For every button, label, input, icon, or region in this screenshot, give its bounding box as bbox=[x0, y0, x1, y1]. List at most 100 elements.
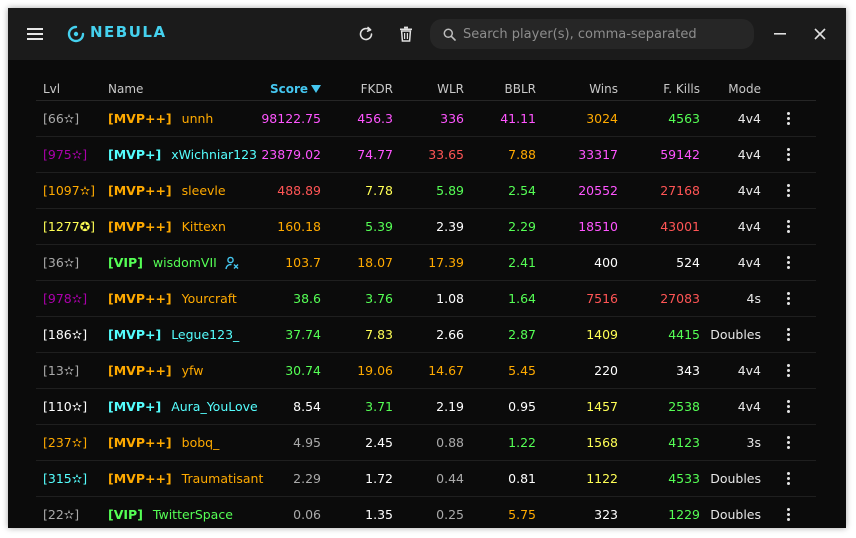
level-cell: [1277✪] bbox=[43, 219, 96, 234]
player-search-box[interactable] bbox=[430, 19, 754, 49]
fkdr-cell: 3.71 bbox=[365, 399, 393, 414]
rank-tag: [MVP++] bbox=[108, 219, 172, 234]
table-row[interactable]: [110✫] [MVP+] Aura_YouLove 8.54 3.71 2.19 0.95… bbox=[36, 389, 816, 425]
table-row[interactable]: [186✫] [MVP+] Legue123_ 37.74 7.83 2.66 2.87 14… bbox=[36, 317, 816, 353]
more-options-icon[interactable] bbox=[779, 137, 797, 172]
hamburger-menu-icon[interactable] bbox=[26, 25, 44, 43]
column-header-final-kills[interactable]: F. Kills bbox=[663, 82, 700, 96]
final-kills-cell: 524 bbox=[676, 255, 700, 270]
bblr-cell: 2.29 bbox=[508, 219, 536, 234]
more-options-icon[interactable] bbox=[779, 245, 797, 280]
table-row[interactable]: [13✫] [MVP++] yfw 30.74 19.06 14.67 5.45 220 343… bbox=[36, 353, 816, 389]
final-kills-cell: 2538 bbox=[668, 399, 700, 414]
wins-cell: 33317 bbox=[578, 147, 618, 162]
wlr-cell: 0.44 bbox=[436, 471, 464, 486]
table-row[interactable]: [66✫] [MVP++] unnh 98122.75 456.3 336 41.11 302… bbox=[36, 101, 816, 137]
wins-cell: 20552 bbox=[578, 183, 618, 198]
mode-cell: 4v4 bbox=[737, 255, 761, 270]
bblr-cell: 1.22 bbox=[508, 435, 536, 450]
mode-cell: 4v4 bbox=[737, 111, 761, 126]
score-cell: 8.54 bbox=[293, 399, 321, 414]
more-options-icon[interactable] bbox=[779, 461, 797, 496]
player-name-cell[interactable]: [MVP++] Yourcraft bbox=[108, 281, 237, 316]
player-name-cell[interactable]: [MVP++] sleevle bbox=[108, 173, 226, 208]
table-row[interactable]: [315✫] [MVP++] Traumatisant 2.29 1.72 0.44 0.8… bbox=[36, 461, 816, 497]
search-input[interactable] bbox=[463, 19, 747, 49]
app-window: NEBULA Lvl Name Score FKDR WLR BBLR bbox=[8, 8, 846, 528]
player-name-cell[interactable]: [MVP+] Legue123_ bbox=[108, 317, 239, 352]
rank-tag: [MVP++] bbox=[108, 183, 172, 198]
player-name-cell[interactable]: [MVP++] unnh bbox=[108, 101, 213, 136]
fkdr-cell: 19.06 bbox=[357, 363, 393, 378]
wlr-cell: 2.19 bbox=[436, 399, 464, 414]
more-options-icon[interactable] bbox=[779, 209, 797, 244]
player-name: TwitterSpace bbox=[152, 507, 233, 522]
level-cell: [1097✫] bbox=[43, 183, 96, 198]
rank-tag: [MVP+] bbox=[108, 399, 162, 414]
mode-cell: 4v4 bbox=[737, 147, 761, 162]
player-name: unnh bbox=[181, 111, 214, 126]
bblr-cell: 0.81 bbox=[508, 471, 536, 486]
table-row[interactable]: [237✫] [MVP++] bobq_ 4.95 2.45 0.88 1.22 1568 41… bbox=[36, 425, 816, 461]
column-header-wins[interactable]: Wins bbox=[589, 82, 618, 96]
player-name-cell[interactable]: [MVP++] Traumatisant bbox=[108, 461, 263, 496]
bblr-cell: 2.87 bbox=[508, 327, 536, 342]
refresh-icon[interactable] bbox=[356, 24, 376, 44]
column-header-fkdr[interactable]: FKDR bbox=[360, 82, 393, 96]
player-name-cell[interactable]: [MVP++] Kittexn bbox=[108, 209, 226, 244]
bblr-cell: 5.75 bbox=[508, 507, 536, 522]
more-options-icon[interactable] bbox=[779, 389, 797, 424]
more-options-icon[interactable] bbox=[779, 425, 797, 460]
search-icon bbox=[441, 26, 457, 42]
column-header-score[interactable]: Score bbox=[270, 78, 321, 100]
mode-cell: 4v4 bbox=[737, 399, 761, 414]
more-options-icon[interactable] bbox=[779, 101, 797, 136]
wlr-cell: 2.39 bbox=[436, 219, 464, 234]
bblr-cell: 41.11 bbox=[500, 111, 536, 126]
player-name-cell[interactable]: [MVP+] Aura_YouLove bbox=[108, 389, 258, 424]
player-name-cell[interactable]: [VIP] TwitterSpace bbox=[108, 497, 233, 528]
table-row[interactable]: [22✫] [VIP] TwitterSpace 0.06 1.35 0.25 5.75 32… bbox=[36, 497, 816, 528]
close-icon[interactable] bbox=[810, 24, 830, 44]
fkdr-cell: 18.07 bbox=[357, 255, 393, 270]
player-name-cell[interactable]: [MVP++] yfw bbox=[108, 353, 203, 388]
level-cell: [978✫] bbox=[43, 291, 88, 306]
bblr-cell: 5.45 bbox=[508, 363, 536, 378]
column-header-bblr[interactable]: BBLR bbox=[504, 82, 537, 96]
fkdr-cell: 3.76 bbox=[365, 291, 393, 306]
level-cell: [315✫] bbox=[43, 471, 88, 486]
fkdr-cell: 2.45 bbox=[365, 435, 393, 450]
player-name-cell[interactable]: [VIP] wisdomVII bbox=[108, 245, 239, 280]
player-name: Traumatisant bbox=[181, 471, 264, 486]
rank-tag: [MVP++] bbox=[108, 435, 172, 450]
more-options-icon[interactable] bbox=[779, 353, 797, 388]
trash-icon[interactable] bbox=[396, 24, 416, 44]
more-options-icon[interactable] bbox=[779, 281, 797, 316]
player-name: bobq_ bbox=[181, 435, 220, 450]
more-options-icon[interactable] bbox=[779, 173, 797, 208]
wins-cell: 18510 bbox=[578, 219, 618, 234]
player-name-cell[interactable]: [MVP++] bobq_ bbox=[108, 425, 219, 460]
more-options-icon[interactable] bbox=[779, 317, 797, 352]
table-row[interactable]: [36✫] [VIP] wisdomVII 103.7 18.07 17.39 2.41 40… bbox=[36, 245, 816, 281]
table-row[interactable]: [1277✪] [MVP++] Kittexn 160.18 5.39 2.39 2.29 1… bbox=[36, 209, 816, 245]
column-header-wlr[interactable]: WLR bbox=[437, 82, 464, 96]
table-row[interactable]: [1097✫] [MVP++] sleevle 488.89 7.78 5.89 2.54 2… bbox=[36, 173, 816, 209]
minimize-icon[interactable] bbox=[770, 24, 790, 44]
final-kills-cell: 4533 bbox=[668, 471, 700, 486]
player-name: xWichniar123 bbox=[171, 147, 257, 162]
column-header-name[interactable]: Name bbox=[108, 82, 144, 96]
player-name-cell[interactable]: [MVP+] xWichniar123 bbox=[108, 137, 257, 172]
table-row[interactable]: [978✫] [MVP++] Yourcraft 38.6 3.76 1.08 1.64 75… bbox=[36, 281, 816, 317]
fkdr-cell: 74.77 bbox=[357, 147, 393, 162]
column-header-mode[interactable]: Mode bbox=[728, 82, 761, 96]
player-stats-table: Lvl Name Score FKDR WLR BBLR Wins F. Kil… bbox=[36, 78, 816, 528]
wins-cell: 1409 bbox=[586, 327, 618, 342]
level-cell: [110✫] bbox=[43, 399, 88, 414]
wlr-cell: 0.88 bbox=[436, 435, 464, 450]
score-cell: 0.06 bbox=[293, 507, 321, 522]
fkdr-cell: 7.78 bbox=[365, 183, 393, 198]
table-row[interactable]: [975✫] [MVP+] xWichniar123 23879.02 74.77 33.… bbox=[36, 137, 816, 173]
column-header-lvl[interactable]: Lvl bbox=[43, 82, 61, 96]
more-options-icon[interactable] bbox=[779, 497, 797, 528]
